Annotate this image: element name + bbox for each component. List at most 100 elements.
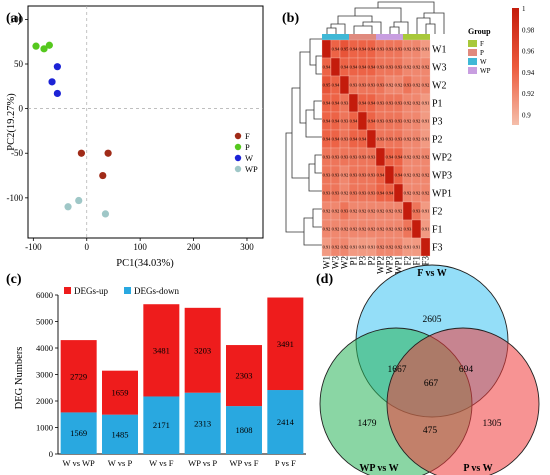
heat-column-label: W2 <box>340 256 350 269</box>
heat-cell <box>420 237 431 257</box>
heat-group-bar-cell <box>385 34 394 40</box>
pca-legend-marker <box>234 165 242 173</box>
heat-cell-value: 0.92 <box>413 119 421 124</box>
heat-cell-value: 0.93 <box>359 191 367 196</box>
heat-cell-value: 0.93 <box>323 155 331 160</box>
heat-row-label: W2 <box>432 81 446 92</box>
heat-cell-value: 0.94 <box>350 119 358 124</box>
heat-cell-value: 0.92 <box>386 83 394 88</box>
panel-label-b: (b) <box>282 11 299 26</box>
heat-cell-value: 0.92 <box>404 65 412 70</box>
pca-y-tick-label: 0 <box>19 104 24 114</box>
heat-column-label: WP1 <box>394 256 404 274</box>
heat-cell-value: 0.93 <box>413 209 421 214</box>
venn-region-f-p: 694 <box>459 365 474 375</box>
heat-cell-value: 0.92 <box>404 137 412 142</box>
heat-cell-value: 0.92 <box>395 227 403 232</box>
heat-cell-value: 0.94 <box>323 119 331 124</box>
bar-down-5 <box>267 390 304 454</box>
heat-cell-value: 0.92 <box>341 191 349 196</box>
heat-cell-value: 0.92 <box>341 245 349 250</box>
heat-cell-value: 0.94 <box>395 173 403 178</box>
heat-cell-value: 0.93 <box>368 83 376 88</box>
heat-legend-swatch <box>468 58 477 65</box>
heat-cell-value: 0.94 <box>323 137 331 142</box>
bar-up-value: 3481 <box>153 345 170 355</box>
heat-legend-label: P <box>480 49 484 57</box>
heat-column-label: P3 <box>358 256 368 266</box>
heat-cell-value: 0.92 <box>368 209 376 214</box>
bar-down-value: 2313 <box>194 418 211 428</box>
heat-colorbar-tick-label: 0.98 <box>522 26 535 34</box>
pca-x-tick-label: 200 <box>187 242 201 252</box>
bar-category-label: WP vs F <box>230 458 259 468</box>
heat-column-label: F1 <box>412 256 422 266</box>
heat-row-label: WP2 <box>432 153 452 164</box>
heat-legend-label: W <box>480 58 487 66</box>
heat-column-label: F3 <box>421 256 431 266</box>
heat-cell-value: 0.93 <box>386 137 394 142</box>
stacked-bar-chart: 0 1000 2000 3000 4000 5000 6000 1569 2729 W vs W… <box>14 286 306 468</box>
heat-row-label: WP1 <box>432 189 452 200</box>
bar-up-3 <box>184 307 221 393</box>
heat-cell-value: 0.91 <box>404 245 412 250</box>
venn-region-wp-only: 1479 <box>358 419 377 429</box>
heat-cell-value: 0.92 <box>404 101 412 106</box>
heat-cell-value: 0.92 <box>350 209 358 214</box>
heat-cell-value: 0.92 <box>413 47 421 52</box>
heat-cell-value: 0.92 <box>413 83 421 88</box>
row-dendrogram <box>285 38 322 246</box>
heat-cell-value: 0.93 <box>350 83 358 88</box>
pca-y-axis-label: PC2(19.27%) <box>6 93 17 151</box>
heat-cell-value: 0.93 <box>341 137 349 142</box>
bar-down-value: 1485 <box>112 429 129 439</box>
heat-cell-value: 0.94 <box>332 47 340 52</box>
heat-cell-value: 0.93 <box>341 155 349 160</box>
heat-group-bar-cell <box>421 34 430 40</box>
heat-column-label: W1 <box>322 256 332 269</box>
heat-cell-value: 0.92 <box>332 227 340 232</box>
bar-category-label: W vs WP <box>63 458 96 468</box>
heat-cell-value: 0.94 <box>350 47 358 52</box>
heat-cell-value: 0.93 <box>341 101 349 106</box>
heat-cell-value: 0.93 <box>368 173 376 178</box>
heat-cell-value: 0.93 <box>341 119 349 124</box>
heat-cell-value: 0.93 <box>386 47 394 52</box>
bar-category-label: P vs F <box>275 458 296 468</box>
bar-up-value: 3203 <box>194 345 211 355</box>
heat-cell-value: 0.92 <box>377 245 385 250</box>
heat-cell-value: 0.91 <box>422 209 430 214</box>
heat-row-label: W3 <box>432 63 446 74</box>
heat-cell-value: 0.94 <box>332 83 340 88</box>
heat-group-bar-cell <box>340 34 349 40</box>
heat-cell-value: 0.94 <box>359 47 367 52</box>
heat-cell-value: 0.92 <box>377 209 385 214</box>
heat-group-bar-cell <box>358 34 367 40</box>
pca-point-p <box>32 42 40 50</box>
heat-group-bar-cell <box>376 34 385 40</box>
venn-set-label: F vs W <box>417 268 446 279</box>
bar-up-1 <box>102 370 138 415</box>
heat-cell-value: 0.92 <box>404 155 412 160</box>
heat-cell-value: 0.92 <box>386 245 394 250</box>
heat-cell-value: 0.92 <box>404 47 412 52</box>
pca-legend-marker <box>234 143 242 151</box>
heat-cell <box>339 75 350 95</box>
heat-legend-swatch <box>468 67 477 74</box>
heat-cell-value: 0.94 <box>368 47 376 52</box>
heat-cell-value: 0.92 <box>323 227 331 232</box>
venn-diagram: F vs W WP vs W P vs W 2605 1479 1305 1667 694 47… <box>319 264 540 475</box>
heat-cell-value: 0.92 <box>404 119 412 124</box>
pca-point-wp <box>75 196 83 205</box>
heat-colorbar-tick-label: 0.94 <box>522 69 535 77</box>
heat-cell-value: 0.93 <box>377 119 385 124</box>
heat-cell-value: 0.92 <box>323 209 331 214</box>
bar-legend-label-down: DEGs-down <box>134 286 179 296</box>
heat-cell-value: 0.93 <box>395 137 403 142</box>
heat-colorbar-tick-label: 0.92 <box>522 90 535 98</box>
panel-label-c: (c) <box>6 272 22 287</box>
pca-point-f <box>99 171 107 180</box>
heat-cell-value: 0.92 <box>413 101 421 106</box>
heat-cell-value: 0.92 <box>422 173 430 178</box>
